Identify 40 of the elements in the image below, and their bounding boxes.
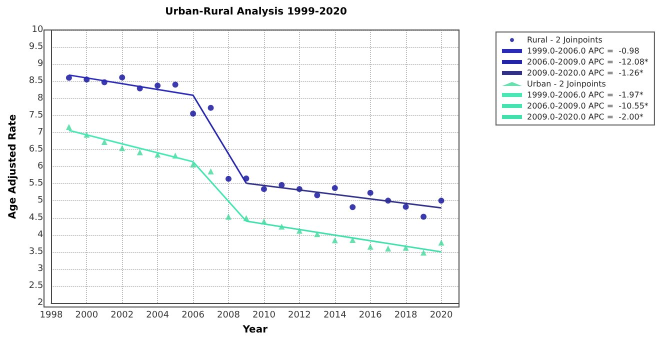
- x-tick-label: 2020: [430, 310, 453, 321]
- x-tick-label: 2010: [252, 310, 276, 321]
- y-tick-label: 2.5: [28, 281, 44, 292]
- x-tick-label: 2018: [394, 310, 418, 321]
- y-tick-label: 7: [37, 127, 44, 138]
- y-tick-label: 6: [37, 162, 44, 172]
- y-tick-label: 5.5: [28, 178, 44, 189]
- y-tick-label: 5: [37, 196, 44, 206]
- y-tick-label: 9.5: [28, 42, 44, 52]
- y-tick-label: 10: [32, 25, 44, 35]
- y-axis-title: Age Adjusted Rate: [8, 114, 18, 219]
- y-tick-label: 2: [37, 298, 44, 308]
- x-tick-label: 2004: [146, 310, 170, 321]
- y-tick-label: 3: [37, 264, 44, 274]
- y-tick-label: 8.5: [28, 76, 44, 86]
- x-tick-label: 1998: [40, 310, 63, 321]
- x-tick-label: 2002: [110, 310, 134, 321]
- x-tick-label: 2000: [75, 310, 98, 321]
- legend-label: 1999.0-2006.0 APC = -0.98: [527, 46, 640, 56]
- x-tick-label: 2012: [288, 310, 311, 321]
- y-tick-label: 6.5: [28, 144, 44, 154]
- legend-label: 1999.0-2006.0 APC = -1.97*: [527, 90, 644, 100]
- y-tick-label: 3.5: [28, 246, 44, 257]
- x-tick-label: 2008: [217, 310, 240, 321]
- legend-label: 2009.0-2020.0 APC = -1.26*: [527, 68, 644, 78]
- chart-title: Urban-Rural Analysis 1999-2020: [165, 6, 347, 18]
- legend-label: Rural - 2 Joinpoints: [527, 36, 602, 44]
- y-tick-label: 8: [37, 93, 44, 104]
- y-tick-label: 4.5: [28, 212, 44, 223]
- y-tick-label: 9: [37, 59, 44, 70]
- x-axis-title: Year: [242, 324, 268, 336]
- y-tick-label: 4: [37, 230, 44, 240]
- x-tick-label: 2014: [323, 310, 347, 321]
- legend-label: Urban - 2 Joinpoints: [527, 80, 606, 88]
- legend-label: 2006.0-2009.0 APC = -10.55*: [527, 102, 648, 110]
- legend-label: 2006.0-2009.0 APC = -12.08*: [527, 58, 648, 66]
- legend-label: 2009.0-2020.0 APC = -2.00*: [527, 112, 644, 122]
- x-tick-label: 2016: [358, 310, 382, 321]
- y-tick-label: 7.5: [28, 110, 44, 120]
- x-tick-label: 2006: [182, 310, 205, 321]
